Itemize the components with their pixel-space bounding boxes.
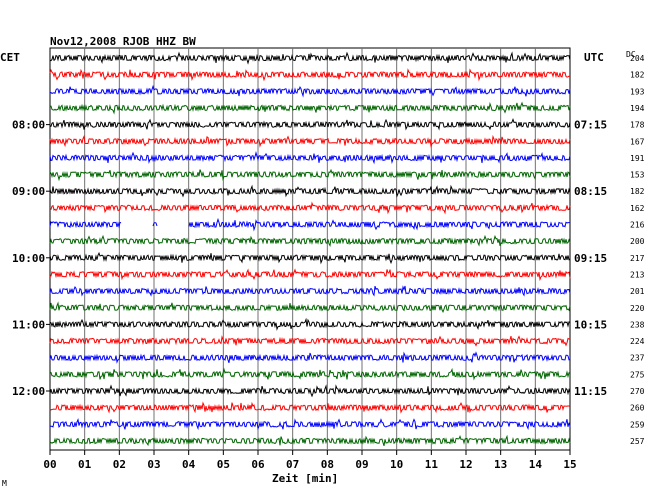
x-tick-label: 01: [78, 458, 92, 471]
x-tick-label: 00: [43, 458, 56, 471]
utc-time-label: 10:15: [574, 318, 607, 331]
dc-value: 238: [630, 320, 645, 329]
trace-2: [49, 84, 571, 98]
utc-time-label: 07:15: [574, 119, 607, 132]
left-axis-label: CET: [0, 51, 20, 64]
trace-4: [49, 118, 571, 131]
plot-area: 204 182 193 194 178 167 191 153 182 162 216 200 217 2…: [12, 47, 645, 471]
dc-value: 224: [630, 337, 645, 346]
dc-value: 213: [630, 270, 645, 279]
trace-11: [49, 234, 571, 248]
dc-value: 162: [630, 204, 645, 213]
dc-value: 182: [630, 71, 645, 80]
dc-value: 191: [630, 154, 645, 163]
right-axis-label: UTC: [584, 51, 604, 64]
dc-value: 257: [630, 437, 645, 446]
utc-time-label: 11:15: [574, 385, 607, 398]
chart-title: Nov12,2008 RJOB HHZ BW: [50, 35, 196, 48]
trace-14: [49, 285, 571, 297]
x-tick-label: 07: [286, 458, 299, 471]
x-tick-label: 10: [390, 458, 403, 471]
cet-time-label: 09:00: [12, 185, 45, 198]
trace-16: [49, 317, 571, 331]
dc-value: 167: [630, 137, 645, 146]
dc-value: 237: [630, 354, 645, 363]
dc-value: 182: [630, 187, 645, 196]
corner-mark: M: [2, 479, 7, 488]
dc-value: 193: [630, 87, 645, 96]
dc-value: 178: [630, 121, 645, 130]
trace-17: [49, 335, 571, 347]
trace-12: [49, 251, 571, 265]
trace-15: [49, 301, 571, 314]
cet-time-label: 08:00: [12, 119, 45, 132]
dc-value: 201: [630, 287, 645, 296]
trace-22: [49, 418, 571, 431]
trace-19: [49, 367, 570, 381]
trace-6: [49, 151, 571, 165]
dc-value: 217: [630, 254, 645, 263]
trace-21: [49, 401, 571, 414]
x-tick-label: 03: [147, 458, 160, 471]
utc-time-label: 08:15: [574, 185, 607, 198]
trace-20: [49, 384, 571, 398]
cet-time-label: 11:00: [12, 318, 45, 331]
dc-value: 275: [630, 370, 645, 379]
trace-23: [49, 434, 571, 447]
trace-8: [49, 184, 571, 198]
x-tick-label: 15: [563, 458, 576, 471]
dc-value: 259: [630, 420, 645, 429]
trace-9: [50, 201, 571, 215]
dc-value: 216: [630, 221, 645, 230]
dc-value: 200: [630, 237, 645, 246]
dc-label: DC: [626, 50, 636, 59]
x-tick-label: 09: [355, 458, 368, 471]
trace-10: [49, 217, 571, 232]
cet-time-label: 12:00: [12, 385, 45, 398]
trace-13: [49, 268, 571, 282]
dc-value: 204: [630, 54, 645, 63]
x-tick-label: 04: [182, 458, 196, 471]
dc-value: 153: [630, 171, 645, 180]
x-tick-label: 06: [251, 458, 265, 471]
x-tick-label: 02: [113, 458, 126, 471]
utc-time-label: 09:15: [574, 252, 607, 265]
trace-3: [50, 101, 571, 115]
x-tick-label: 12: [459, 458, 472, 471]
dc-value: 270: [630, 387, 645, 396]
dc-value: 220: [630, 304, 645, 313]
trace-5: [49, 134, 571, 148]
x-tick-label: 13: [494, 458, 507, 471]
x-tick-label: 14: [529, 458, 543, 471]
x-tick-label: 08: [321, 458, 334, 471]
dc-value: 194: [630, 104, 645, 113]
x-tick-label: 11: [425, 458, 439, 471]
trace-18: [49, 351, 571, 364]
trace-7: [49, 168, 571, 182]
x-tick-label: 05: [217, 458, 230, 471]
dc-value: 260: [630, 404, 645, 413]
cet-time-label: 10:00: [12, 252, 45, 265]
plot-frame: [49, 47, 571, 451]
x-axis-label: Zeit [min]: [272, 472, 338, 485]
trace-0: [49, 51, 571, 65]
trace-1: [49, 68, 571, 82]
